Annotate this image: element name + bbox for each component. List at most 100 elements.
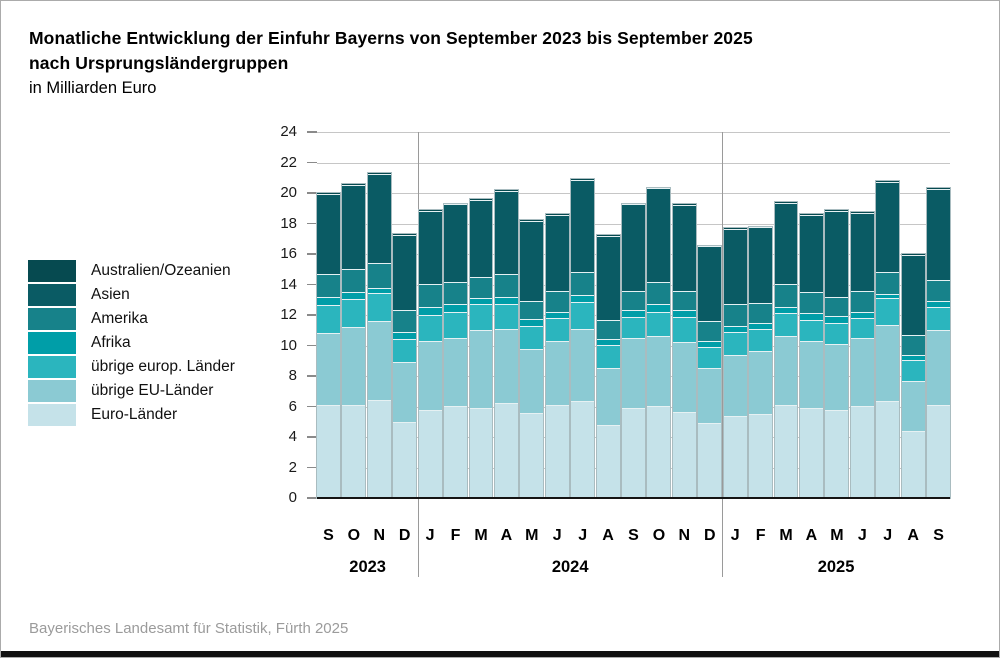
bar-segment bbox=[749, 302, 773, 323]
bar-segment bbox=[799, 340, 823, 408]
bar-segment bbox=[876, 298, 900, 325]
y-axis-label: 16 bbox=[280, 245, 297, 262]
bar-segment bbox=[901, 254, 925, 255]
bar-segment bbox=[317, 305, 340, 333]
bar-segment bbox=[799, 292, 823, 314]
legend-swatch bbox=[28, 380, 76, 402]
y-axis-label: 18 bbox=[280, 214, 297, 232]
stacked-bar-11 bbox=[570, 178, 596, 499]
bar-segment bbox=[444, 203, 468, 205]
bar-segment bbox=[901, 359, 925, 381]
bar-segment bbox=[596, 339, 620, 346]
bar-segment bbox=[825, 296, 849, 316]
bar-segment bbox=[672, 411, 696, 498]
bar-segment bbox=[367, 287, 391, 293]
legend-swatch bbox=[28, 308, 76, 330]
bar-segment bbox=[494, 189, 518, 191]
bar-segment bbox=[876, 181, 900, 273]
year-separator-line bbox=[722, 132, 724, 577]
bar-segment bbox=[698, 321, 722, 341]
legend-item: Afrika bbox=[28, 331, 235, 355]
month-label: M bbox=[474, 527, 488, 544]
bottom-accent-bar bbox=[1, 651, 999, 657]
bar-segment bbox=[749, 227, 773, 303]
month-label: D bbox=[703, 527, 716, 544]
bar-segment bbox=[418, 307, 442, 315]
month-label: J bbox=[857, 527, 867, 544]
month-label: J bbox=[578, 527, 588, 544]
bar-segment bbox=[723, 228, 747, 305]
legend-label: Afrika bbox=[91, 334, 131, 351]
bar-segment bbox=[901, 380, 925, 431]
bar-segment bbox=[342, 184, 366, 270]
bar-segment bbox=[342, 292, 366, 299]
bar-segment bbox=[520, 348, 544, 413]
y-axis-label: 14 bbox=[280, 275, 297, 293]
bar-segment bbox=[418, 209, 442, 211]
y-axis-tick bbox=[307, 497, 317, 499]
bar-segment bbox=[672, 204, 696, 206]
month-label: A bbox=[805, 527, 818, 544]
legend-swatch bbox=[28, 284, 76, 306]
bar-segment bbox=[774, 307, 798, 314]
y-axis-tick bbox=[307, 131, 317, 133]
bar-segment bbox=[520, 318, 544, 326]
bars-layer bbox=[316, 132, 951, 500]
legend-item: übrige EU-Länder bbox=[28, 379, 235, 403]
y-axis-tick bbox=[307, 192, 317, 194]
legend-item: Asien bbox=[28, 283, 235, 307]
bar-segment bbox=[749, 414, 773, 498]
bar-segment bbox=[317, 404, 340, 498]
bar-segment bbox=[444, 304, 468, 312]
legend-label: übrige EU-Länder bbox=[91, 382, 214, 399]
y-axis-label: 2 bbox=[288, 458, 297, 476]
month-label: J bbox=[425, 527, 435, 544]
bar-segment bbox=[723, 331, 747, 355]
stacked-bar-4 bbox=[392, 233, 418, 499]
legend-item: Euro-Länder bbox=[28, 403, 235, 427]
bar-segment bbox=[418, 409, 442, 498]
month-label: S bbox=[628, 527, 639, 544]
bar-segment bbox=[876, 272, 900, 294]
chart-subtitle: in Milliarden Euro bbox=[29, 79, 157, 97]
legend-label: Australien/Ozeanien bbox=[91, 262, 231, 279]
bar-segment bbox=[393, 421, 417, 498]
stacked-bar-16 bbox=[697, 244, 723, 500]
bar-segment bbox=[799, 319, 823, 341]
bar-segment bbox=[850, 406, 874, 498]
month-label: A bbox=[907, 527, 919, 544]
bar-segment bbox=[469, 330, 493, 408]
bar-segment bbox=[545, 318, 569, 341]
month-label: S bbox=[323, 527, 334, 544]
stacked-bar-13 bbox=[621, 202, 646, 500]
bar-segment bbox=[444, 204, 468, 283]
stacked-bar-15 bbox=[671, 203, 697, 499]
bar-segment bbox=[749, 322, 773, 329]
month-label: F bbox=[755, 527, 766, 544]
stacked-bar-7 bbox=[468, 198, 494, 499]
bar-segment bbox=[850, 311, 874, 319]
bar-segment bbox=[723, 415, 747, 498]
stacked-bar-20 bbox=[798, 213, 824, 499]
bar-segment bbox=[367, 400, 391, 498]
bar-segment bbox=[317, 193, 340, 274]
bar-segment bbox=[571, 179, 595, 181]
legend-label: Euro-Länder bbox=[91, 406, 178, 423]
bar-segment bbox=[647, 336, 671, 406]
bar-segment bbox=[698, 246, 722, 322]
bar-segment bbox=[317, 193, 340, 194]
y-axis-tick bbox=[307, 222, 317, 225]
y-axis-label: 10 bbox=[280, 336, 297, 354]
legend-label: übrige europ. Länder bbox=[91, 358, 235, 375]
bar-segment bbox=[469, 298, 493, 305]
month-label: N bbox=[373, 527, 386, 544]
bar-segment bbox=[418, 314, 442, 341]
bar-segment bbox=[494, 273, 518, 297]
bar-segment bbox=[749, 350, 773, 415]
bar-segment bbox=[901, 354, 925, 360]
bar-segment bbox=[342, 404, 366, 498]
month-label: J bbox=[730, 527, 740, 544]
stacked-bar-12 bbox=[595, 233, 621, 500]
bar-segment bbox=[367, 263, 391, 288]
legend-item: übrige europ. Länder bbox=[28, 355, 235, 379]
